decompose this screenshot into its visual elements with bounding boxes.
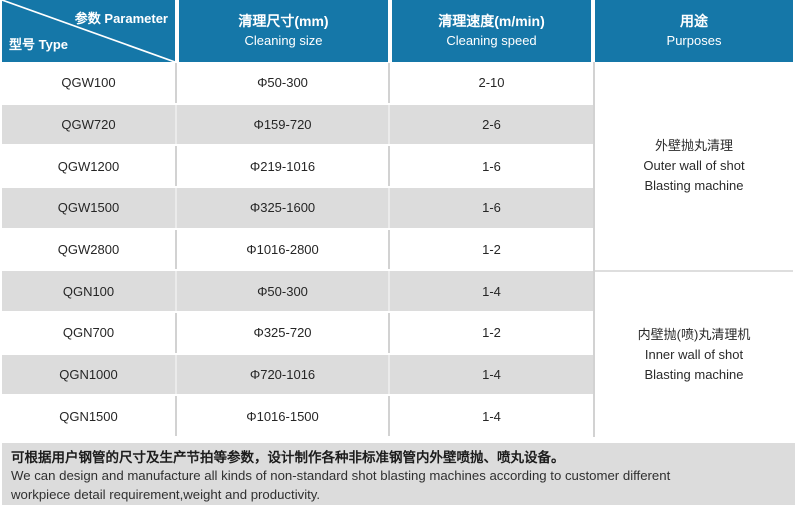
purposes-column: 外壁抛丸清理 Outer wall of shot Blasting machi… (593, 62, 793, 438)
speed-cell: 1-6 (482, 158, 501, 174)
model-cell: QGW100 (2, 63, 177, 103)
size-cell: Φ325-1600 (177, 187, 390, 228)
table-row: QGW720 Φ159-720 2-6 (2, 103, 593, 146)
table-row: QGW1200 Φ219-1016 1-6 (2, 145, 593, 187)
purpose-inner-en1: Inner wall of shot (644, 346, 744, 362)
model-cell: QGW1500 (2, 187, 177, 228)
header-purposes: 用途 Purposes (595, 0, 793, 62)
speed-cell: 2-10 (478, 75, 505, 91)
size-cell: Φ1016-1500 (177, 396, 390, 436)
model-cell: QGN1500 (2, 396, 177, 436)
header-purposes-zh: 用途 (680, 13, 708, 29)
header-cleaning-speed-en: Cleaning speed (446, 33, 537, 48)
spec-table: 参数 Parameter 型号 Type 清理尺寸(mm) Cleaning s… (2, 0, 793, 438)
purpose-outer-en1: Outer wall of shot (643, 158, 745, 174)
model-cell: QGW2800 (2, 229, 177, 270)
diagonal-divider-line (2, 0, 175, 62)
footer-note-en1: We can design and manufacture all kinds … (11, 468, 671, 484)
speed-cell: 1-6 (482, 200, 501, 216)
size-cell: Φ720-1016 (177, 354, 390, 395)
size-cell: Φ50-300 (177, 271, 390, 311)
table-row: QGW1500 Φ325-1600 1-6 (2, 186, 593, 229)
model-cell: QGN1000 (2, 354, 177, 395)
size-cell: Φ1016-2800 (177, 229, 390, 270)
table-row: QGN1500 Φ1016-1500 1-4 (2, 395, 593, 437)
corner-header-cell: 参数 Parameter 型号 Type (2, 0, 175, 62)
model-cell: QGN700 (2, 312, 177, 353)
model-cell: QGW720 (2, 104, 177, 145)
model-cell: QGN100 (2, 271, 177, 311)
model-cell: QGW1200 (2, 146, 177, 186)
purpose-outer-en2: Blasting machine (644, 178, 744, 194)
speed-cell: 1-4 (482, 283, 501, 299)
purpose-inner-zh: 内壁抛(喷)丸清理机 (637, 326, 751, 342)
table-rows: QGW100 Φ50-300 2-10 QGW720 Φ159-720 2-6 … (2, 62, 593, 437)
speed-cell: 1-2 (482, 241, 501, 257)
table-body: QGW100 Φ50-300 2-10 QGW720 Φ159-720 2-6 … (2, 62, 793, 438)
table-row: QGW2800 Φ1016-2800 1-2 (2, 228, 593, 271)
table-row: QGW100 Φ50-300 2-10 (2, 62, 593, 104)
size-cell: Φ50-300 (177, 63, 390, 103)
footer-note-en2: workpiece detail requirement,weight and … (11, 486, 321, 502)
corner-parameter-label: 参数 Parameter (74, 11, 168, 26)
purpose-inner-en2: Blasting machine (644, 366, 744, 382)
purpose-outer-wall: 外壁抛丸清理 Outer wall of shot Blasting machi… (595, 62, 793, 270)
table-row: QGN700 Φ325-720 1-2 (2, 311, 593, 354)
speed-cell: 1-4 (482, 366, 501, 382)
header-cleaning-speed: 清理速度(m/min) Cleaning speed (392, 0, 591, 62)
header-purposes-en: Purposes (666, 33, 722, 48)
table-row: QGN1000 Φ720-1016 1-4 (2, 353, 593, 396)
size-cell: Φ159-720 (177, 104, 390, 145)
footer-note-zh: 可根据用户钢管的尺寸及生产节拍等参数，设计制作各种非标准钢管内外壁喷抛、喷丸设备… (11, 450, 565, 466)
header-cleaning-speed-zh: 清理速度(m/min) (438, 13, 545, 29)
size-cell: Φ325-720 (177, 312, 390, 353)
corner-type-label: 型号 Type (9, 37, 68, 52)
header-cleaning-size-zh: 清理尺寸(mm) (238, 13, 329, 29)
purpose-outer-zh: 外壁抛丸清理 (654, 138, 733, 154)
header-cleaning-size: 清理尺寸(mm) Cleaning size (179, 0, 388, 62)
table-header: 参数 Parameter 型号 Type 清理尺寸(mm) Cleaning s… (2, 0, 793, 62)
speed-cell: 1-4 (482, 408, 501, 424)
size-cell: Φ219-1016 (177, 146, 390, 186)
header-cleaning-size-en: Cleaning size (244, 33, 323, 48)
speed-cell: 1-2 (482, 325, 501, 341)
purpose-inner-wall: 内壁抛(喷)丸清理机 Inner wall of shot Blasting m… (595, 270, 793, 437)
footer-note: 可根据用户钢管的尺寸及生产节拍等参数，设计制作各种非标准钢管内外壁喷抛、喷丸设备… (2, 443, 795, 506)
table-row: QGN100 Φ50-300 1-4 (2, 270, 593, 312)
speed-cell: 2-6 (482, 116, 501, 132)
